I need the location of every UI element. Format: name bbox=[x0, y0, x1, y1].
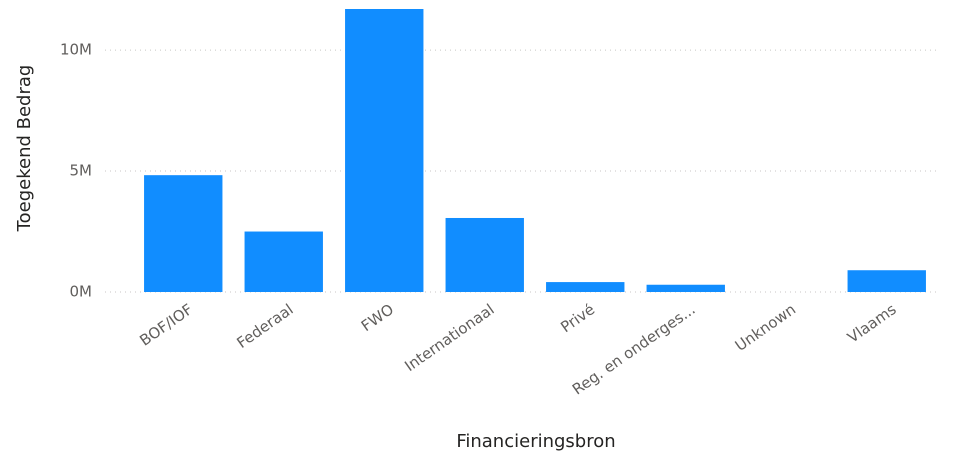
bar bbox=[847, 270, 926, 292]
bar bbox=[345, 9, 424, 292]
y-tick-label: 0M bbox=[70, 283, 93, 301]
x-tick-label: Privé bbox=[557, 300, 598, 336]
x-tick-label: FWO bbox=[358, 300, 397, 335]
x-tick-label: Federaal bbox=[233, 300, 296, 352]
bar bbox=[646, 284, 725, 292]
x-tick-label: Internationaal bbox=[401, 300, 497, 375]
bar bbox=[445, 217, 524, 292]
x-tick-label: BOF/IOF bbox=[136, 300, 196, 349]
bar bbox=[144, 175, 223, 292]
y-axis-title: Toegekend Bedrag bbox=[14, 65, 35, 233]
x-tick-label: Vlaams bbox=[844, 300, 900, 347]
y-tick-label: 10M bbox=[60, 41, 92, 59]
x-tick-label: Unknown bbox=[732, 300, 799, 355]
x-axis-title: Financieringsbron bbox=[456, 431, 615, 452]
bar bbox=[546, 282, 625, 292]
bar bbox=[244, 231, 323, 292]
y-tick-label: 5M bbox=[70, 162, 93, 180]
